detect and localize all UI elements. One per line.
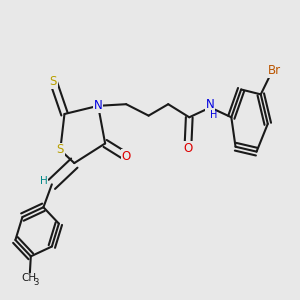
Text: 3: 3 [33, 278, 38, 287]
Text: CH: CH [22, 273, 37, 283]
Text: N: N [94, 99, 103, 112]
Text: O: O [183, 142, 193, 155]
Text: N: N [206, 98, 215, 111]
Text: H: H [40, 176, 47, 186]
Text: H: H [210, 110, 217, 120]
Text: S: S [57, 143, 64, 157]
Text: O: O [122, 150, 131, 163]
Text: Br: Br [268, 64, 281, 77]
Text: S: S [50, 75, 57, 88]
